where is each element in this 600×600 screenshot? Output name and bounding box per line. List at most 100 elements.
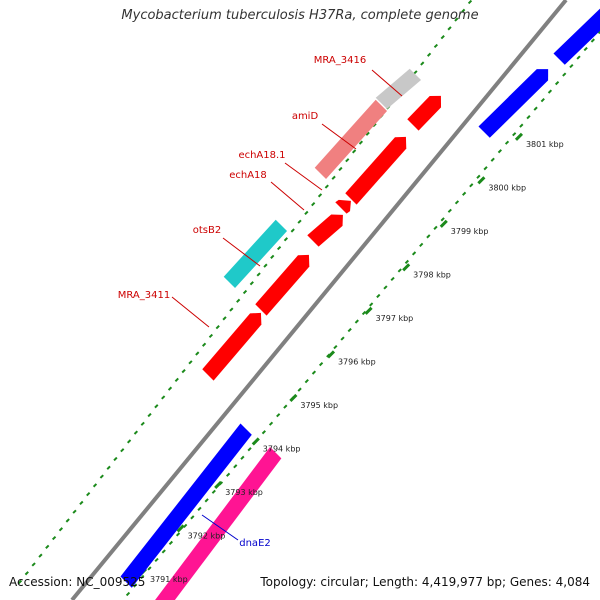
track-dot: [533, 106, 538, 111]
gene-mra-3416-grey-arrow[interactable]: [375, 68, 422, 110]
leader-line: [371, 69, 403, 97]
ruler-major-tick: [364, 306, 373, 315]
leader-line: [171, 296, 210, 328]
track-dot: [215, 325, 220, 330]
track-dot: [31, 562, 36, 567]
track-dot: [72, 509, 77, 514]
track-dot: [58, 527, 64, 532]
ruler-tick-label: 3796 kbp: [338, 357, 376, 366]
track-dot: [497, 149, 502, 154]
leader-line: [321, 123, 357, 150]
ruler-tick-label: 3797 kbp: [376, 314, 414, 323]
track-dot: [440, 217, 445, 222]
track-dot: [229, 307, 234, 312]
track-dot: [447, 208, 452, 213]
gene-magenta-arrow[interactable]: [152, 447, 282, 600]
gene-label[interactable]: MRA_3411: [118, 290, 170, 301]
track-dot: [420, 61, 425, 66]
track-dot: [304, 379, 309, 384]
track-dot: [358, 140, 364, 145]
track-dot: [195, 351, 200, 356]
track-dot: [512, 132, 517, 137]
track-dot: [249, 281, 254, 286]
track-dot: [256, 272, 261, 277]
track-dot: [419, 242, 424, 247]
dotted-track-outer: [125, 30, 600, 597]
track-dot: [126, 439, 132, 444]
track-dot: [324, 184, 329, 189]
track-dot: [204, 498, 209, 503]
track-dot: [120, 448, 125, 453]
gene-3801-blue-arrow[interactable]: [478, 69, 549, 138]
track-dot: [263, 263, 268, 268]
track-dot: [376, 293, 381, 299]
leader-line: [222, 237, 261, 267]
gene-top-blue-arrow[interactable]: [553, 0, 600, 65]
track-dot: [340, 336, 345, 341]
gene-otsB2-arrow[interactable]: [223, 219, 288, 289]
track-dot: [540, 98, 545, 103]
track-dot: [411, 251, 417, 256]
track-dot: [154, 557, 159, 563]
ruler-major-tick: [326, 350, 336, 359]
track-dot: [290, 228, 295, 233]
track-dot: [365, 131, 370, 136]
track-dot: [504, 140, 510, 145]
track-dot: [476, 174, 481, 179]
track-dot: [125, 591, 131, 597]
track-dot: [45, 544, 50, 549]
track-dot: [390, 276, 395, 282]
ruler-major-tick: [402, 263, 411, 272]
track-dot: [276, 245, 282, 251]
ruler-tick-label: 3798 kbp: [413, 270, 451, 279]
gene-labels: MRA_3416 amiD echA18.1 echA18 otsB2 MRA_3411d…: [118, 55, 366, 549]
track-dot: [208, 333, 214, 339]
track-dot: [65, 518, 70, 523]
gene-echA18-1-pseudo-arrow[interactable]: [314, 99, 388, 180]
ruler-tick-label: 3801 kbp: [526, 140, 564, 149]
gene-echA18-1-arrow[interactable]: [335, 199, 351, 214]
label-leader-lines: [171, 69, 403, 541]
track-dot: [354, 319, 359, 324]
ruler-tick-label: 3800 kbp: [488, 183, 526, 192]
gene-amid-arrow[interactable]: [345, 136, 407, 205]
gene-otsB2-adjacent-arrow[interactable]: [255, 254, 310, 316]
gene-label[interactable]: amiD: [292, 111, 319, 122]
gene-dnaE2-blue-arrow[interactable]: [120, 423, 252, 588]
track-dot: [201, 342, 207, 347]
track-dot: [483, 166, 488, 171]
track-dot: [181, 368, 186, 374]
ruler-tick-label: 3793 kbp: [225, 488, 263, 497]
track-dot: [99, 474, 104, 479]
gene-label[interactable]: dnaE2: [239, 538, 271, 549]
track-dot: [461, 8, 466, 13]
track-dot: [597, 30, 600, 35]
track-dot: [383, 285, 388, 290]
track-dot: [24, 571, 29, 576]
gene-mra-3411-arrow[interactable]: [202, 312, 262, 381]
track-dot: [17, 579, 23, 585]
ruler-major-tick: [289, 393, 298, 402]
leader-line: [270, 181, 305, 211]
track-dot: [347, 327, 352, 333]
track-dot: [311, 202, 316, 207]
gene-label[interactable]: echA18: [229, 170, 267, 181]
track-dot: [147, 412, 152, 418]
track-dot: [140, 421, 145, 426]
track-dot: [161, 549, 166, 554]
track-dot: [318, 361, 324, 367]
track-dot: [317, 193, 323, 198]
track-dot: [270, 254, 275, 259]
gene-label[interactable]: otsB2: [193, 225, 221, 236]
track-dot: [413, 70, 418, 75]
gene-mra-3416-arrow[interactable]: [407, 95, 442, 131]
track-dot: [188, 360, 193, 365]
track-dot: [113, 456, 118, 462]
track-dot: [447, 26, 452, 31]
track-dot: [333, 344, 338, 350]
gene-label[interactable]: echA18.1: [238, 150, 285, 161]
gene-label[interactable]: MRA_3416: [314, 55, 366, 66]
gene-echA18-arrow[interactable]: [307, 214, 343, 247]
